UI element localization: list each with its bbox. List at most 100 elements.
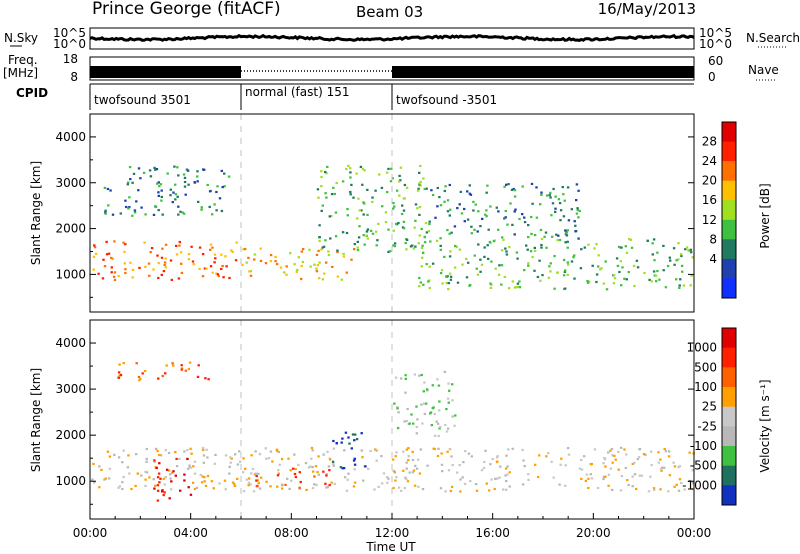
power-cell [182,173,186,176]
power-cell [112,275,116,278]
velocity-cell [144,470,147,473]
velocity-cell [593,448,597,451]
velocity-cell [414,464,417,467]
noise-right-tick-high: 10^5 [699,26,732,40]
power-cell [677,242,680,245]
power-cell [591,264,594,267]
velocity-cell [156,476,160,479]
velocity-cell [340,441,343,444]
velocity-cell [353,468,356,471]
power-cell [577,189,580,192]
power-cell [514,208,517,211]
velocity-cell [584,479,588,482]
power-cell [164,243,168,246]
power-cell [133,211,137,214]
power-cell [124,271,127,275]
power-cell [198,267,201,270]
power-cell [320,209,323,212]
velocity-cell [404,377,407,380]
power-cell [480,263,484,266]
power-cell [213,253,217,256]
velocity-cell [311,487,315,490]
velocity-cell [420,373,423,377]
velocity-cell [429,411,433,414]
velocity-cell [433,434,437,437]
power-cell [564,232,568,235]
power-cell [509,202,512,205]
velocity-cell [422,390,425,393]
time-axis-label: Time UT [365,540,416,554]
power-cell [293,263,296,266]
power-cell [384,221,388,224]
power-cell [420,227,423,231]
velocity-cell [353,463,357,466]
velocity-cell [353,439,356,442]
velocity-cell [496,455,499,458]
velocity-cell [191,481,195,484]
power-cell [208,190,212,193]
velocity-cell [538,454,541,457]
power-cell [124,199,127,202]
power-cell [468,284,471,287]
velocity-cell [402,469,405,472]
power-cell [107,204,110,207]
power-cell [221,186,224,189]
power-cell [549,191,552,194]
velocity-cell [144,369,147,373]
power-cell [691,256,694,259]
power-cell [132,172,136,175]
velocity-cell [386,481,389,484]
power-cell [503,185,506,188]
power-cell [101,277,105,280]
power-cell [157,191,160,194]
velocity-cell [602,462,605,465]
velocity-cell [421,422,424,425]
power-cell [324,170,327,174]
power-cell [562,258,566,262]
power-cell [428,222,431,226]
power-cell [376,239,379,242]
power-cell [673,263,676,266]
power-cell [357,197,360,200]
power-cell [283,271,286,274]
velocity-cell [386,476,389,479]
power-cell [302,248,305,251]
power-cell [479,270,482,273]
velocity-cell [448,448,452,451]
power-cell [689,284,692,287]
velocity-cell [609,449,612,452]
velocity-cell [267,457,271,460]
velocity-cell [691,487,694,491]
velocity-cell [382,472,386,475]
velocity-cell [566,447,570,450]
velocity-cell [188,466,191,469]
velocity-cell [329,458,332,461]
velocity-cell [631,485,634,488]
power-cell [416,207,419,210]
power-cell [196,175,199,178]
velocity-cell [250,472,253,475]
power-cell [505,250,508,253]
velocity-colorbar-tick: 1000 [686,341,717,355]
power-cell [414,219,417,222]
velocity-cell [668,474,672,477]
power-cell [595,280,598,284]
velocity-cell [294,475,298,479]
power-cell [402,227,406,230]
velocity-cell [660,466,664,469]
velocity-cell [174,474,177,477]
power-cell [405,238,409,241]
power-cell [381,205,384,208]
power-cell [511,280,515,283]
velocity-cell [256,485,259,488]
velocity-cell [623,448,626,451]
beam-title: Beam 03 [356,3,423,21]
power-cell [155,168,159,171]
velocity-cell [100,468,103,471]
velocity-cell [155,447,158,450]
velocity-cell [559,463,562,466]
velocity-cell [310,446,314,449]
power-cell [104,212,107,215]
power-cell [579,267,583,270]
power-cell [336,275,340,278]
